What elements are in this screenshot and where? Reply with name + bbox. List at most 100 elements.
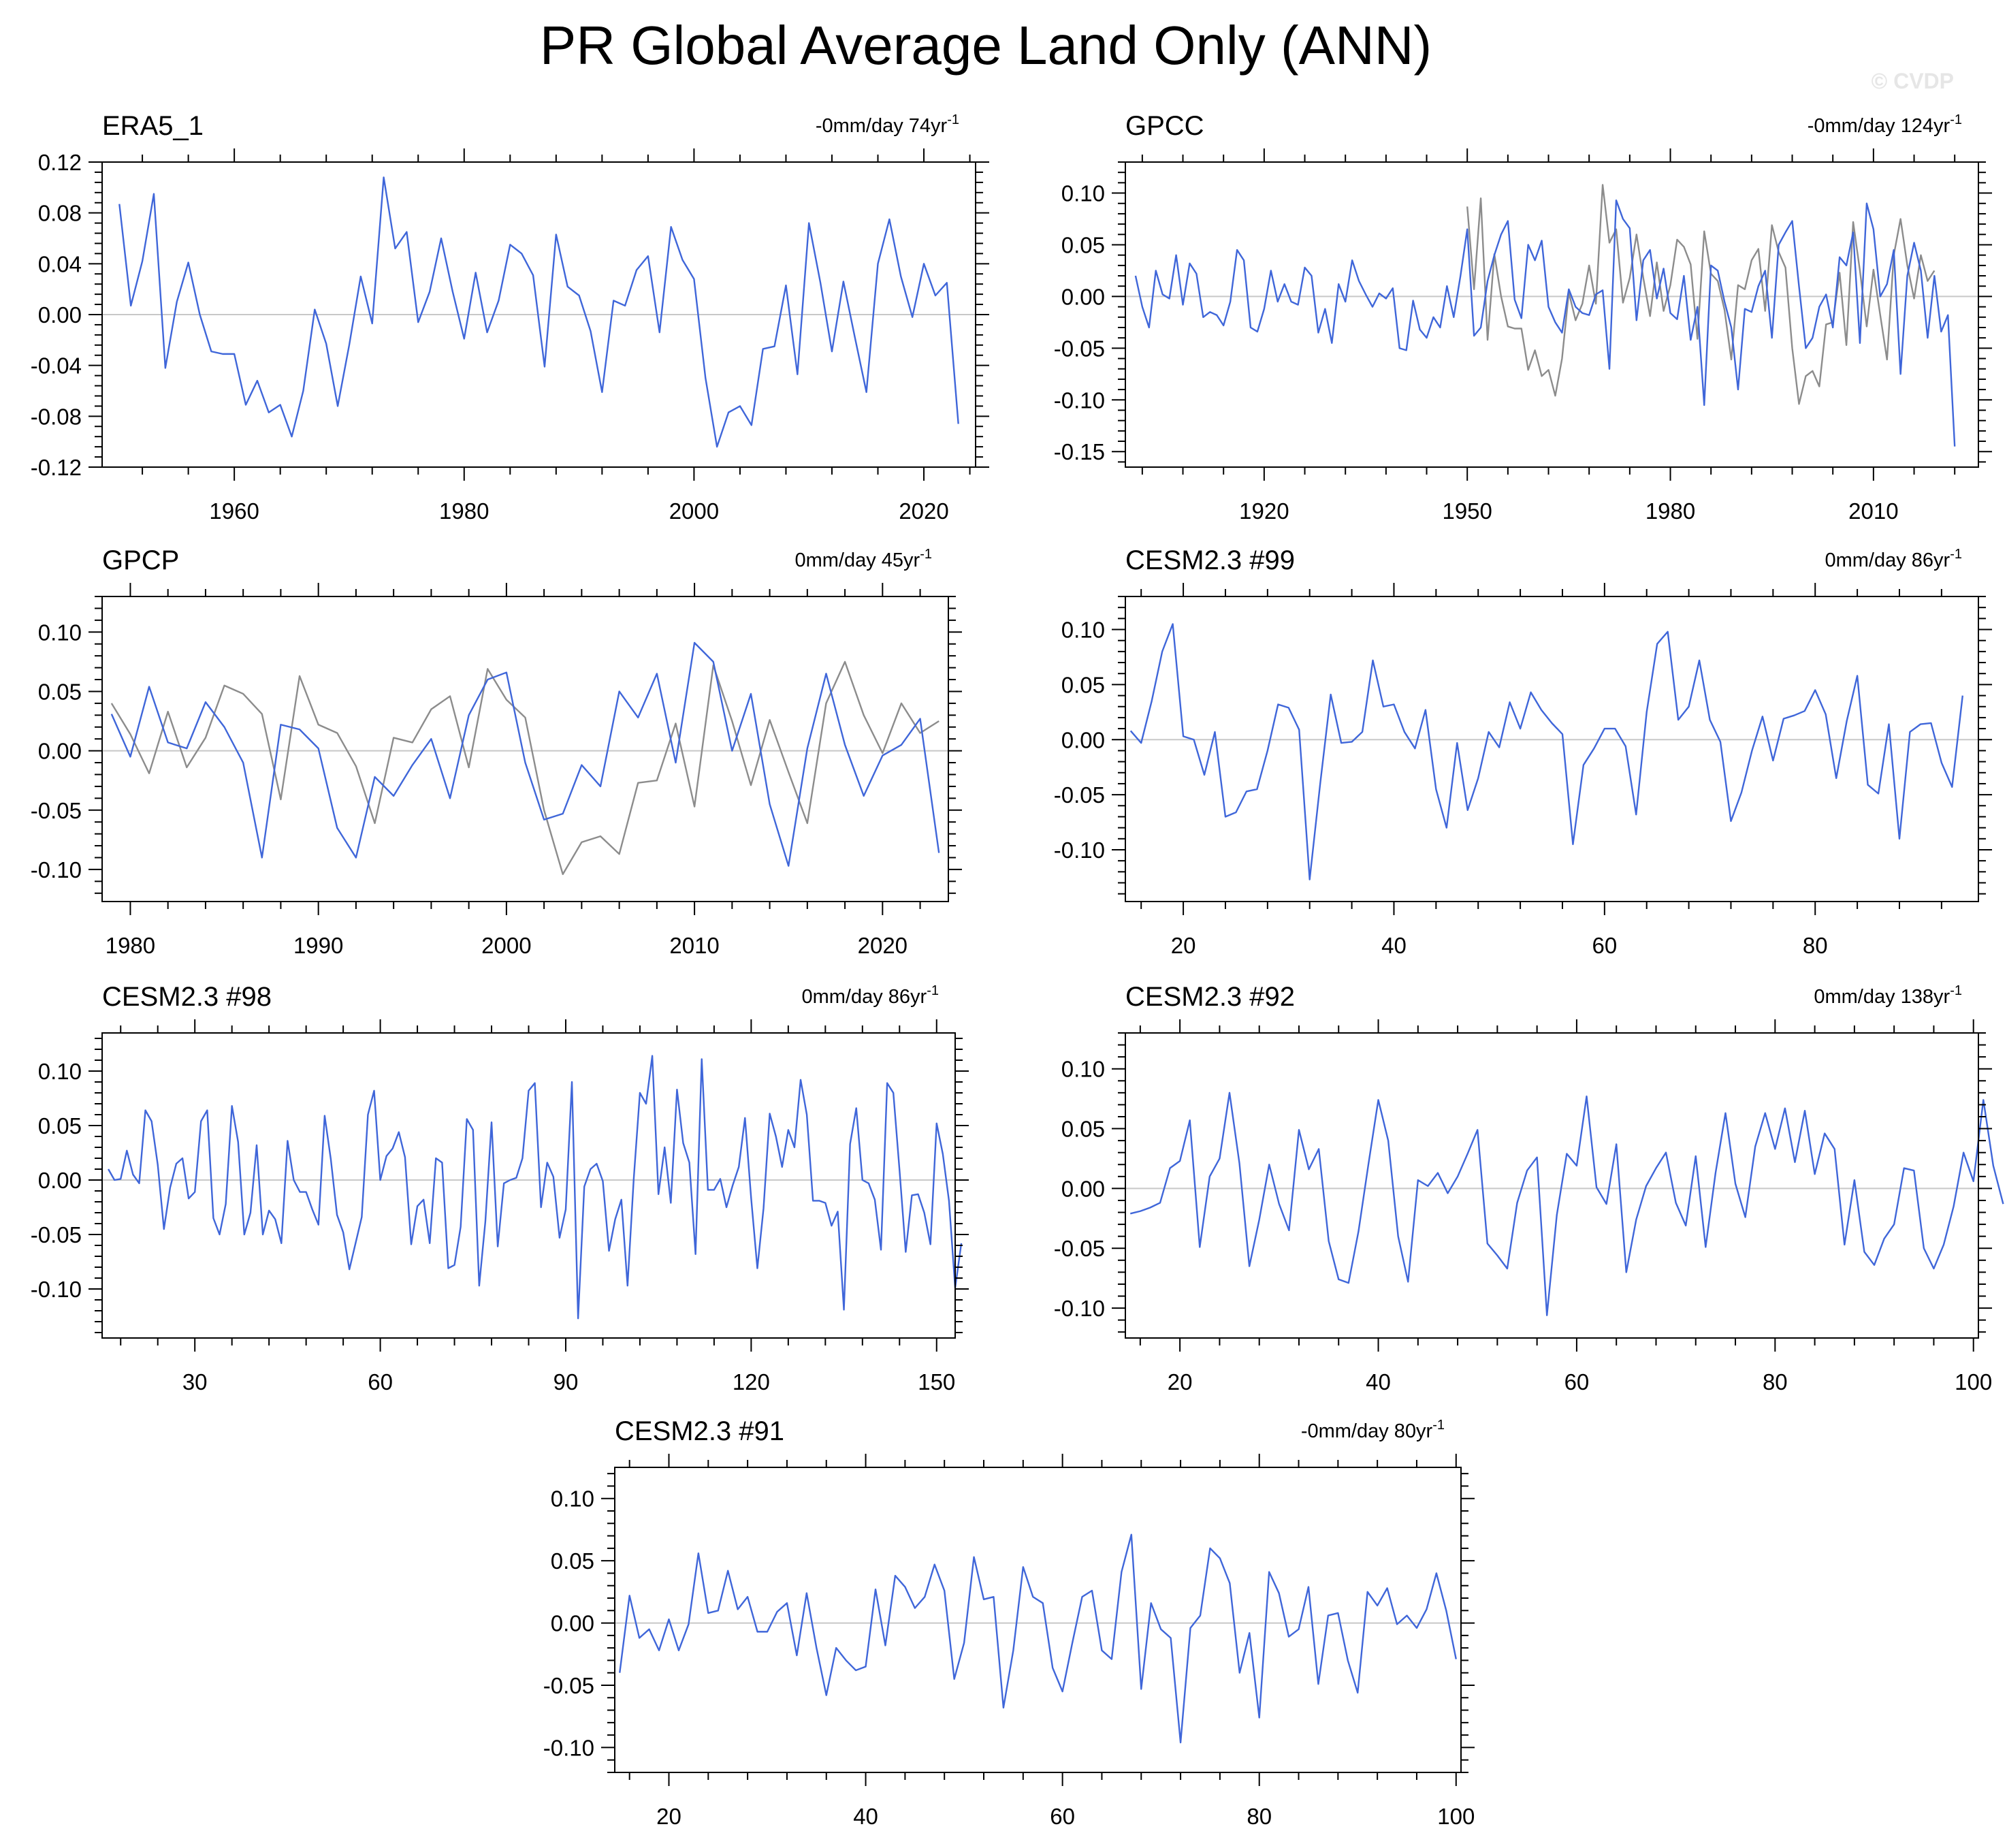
y-tick-label: -0.04 [31, 353, 82, 379]
x-tick-label: 30 [182, 1369, 208, 1395]
x-tick-label: 2000 [669, 498, 719, 524]
y-tick-label: 0.04 [38, 251, 82, 276]
primary-series-line [1129, 1092, 2004, 1316]
trend-label: -0mm/day 80yr-1 [1301, 1418, 1445, 1442]
x-tick-label: 1980 [106, 933, 155, 958]
panel-7: CESM2.3 #91 -0mm/day 80yr-1 20 40 60 80 100 -0.… [543, 1416, 1475, 1829]
x-tick-label: 2020 [899, 498, 948, 524]
y-tick-label: 0.05 [1061, 1117, 1105, 1142]
trend-label-superscript: -1 [1950, 983, 1962, 998]
secondary-series-line [1466, 184, 1936, 405]
primary-series-line [619, 1533, 1457, 1744]
x-tick-label: 80 [1803, 933, 1828, 958]
figure-title: PR Global Average Land Only (ANN) [540, 15, 1432, 76]
cvdp-watermark: © CVDP [1872, 69, 1954, 93]
trend-label-superscript: -1 [1950, 112, 1962, 127]
x-tick-label: 60 [1564, 1369, 1590, 1395]
trend-label: 0mm/day 86yr-1 [1825, 547, 1962, 571]
y-tick-label: 0.00 [38, 1168, 82, 1193]
primary-series-line [108, 1055, 963, 1320]
y-tick-label: 0.05 [551, 1548, 594, 1574]
primary-series-line [110, 641, 940, 867]
y-tick-label: 0.00 [551, 1611, 594, 1636]
trend-label-superscript: -1 [947, 112, 959, 127]
y-tick-label: -0.10 [1054, 1296, 1105, 1321]
y-tick-label: 0.05 [38, 1113, 82, 1138]
x-tick-label: 2010 [669, 933, 719, 958]
y-tick-label: -0.10 [31, 1277, 82, 1302]
plot-frame [101, 1032, 956, 1339]
x-tick-label: 2010 [1848, 498, 1898, 524]
trend-label-superscript: -1 [1950, 547, 1962, 562]
y-tick-label: 0.05 [38, 679, 82, 704]
y-tick-label: 0.05 [1061, 672, 1105, 697]
trend-label-text: -0mm/day 74yr [816, 115, 948, 137]
y-tick-label: 0.10 [38, 620, 82, 645]
y-tick-label: 0.00 [1061, 1176, 1105, 1201]
y-tick-label: -0.15 [1054, 439, 1105, 464]
x-tick-label: 100 [1955, 1369, 1992, 1395]
x-tick-label: 1960 [209, 498, 259, 524]
x-tick-label: 60 [368, 1369, 393, 1395]
y-tick-label: -0.10 [1054, 838, 1105, 863]
x-tick-label: 1980 [439, 498, 489, 524]
panel-title: CESM2.3 #99 [1125, 545, 1295, 575]
x-tick-label: 150 [918, 1369, 955, 1395]
panel-title: GPCP [102, 545, 179, 575]
trend-label: -0mm/day 74yr-1 [816, 112, 959, 137]
x-tick-label: 20 [656, 1804, 681, 1829]
x-tick-label: 1950 [1442, 498, 1492, 524]
trend-label: -0mm/day 124yr-1 [1808, 112, 1962, 137]
trend-label-text: 0mm/day 86yr [1825, 549, 1950, 571]
y-tick-label: 0.10 [38, 1059, 82, 1084]
x-tick-label: 80 [1763, 1369, 1788, 1395]
panel-title: GPCC [1125, 111, 1204, 141]
x-tick-label: 1920 [1239, 498, 1289, 524]
trend-label-text: -0mm/day 80yr [1301, 1420, 1433, 1442]
y-tick-label: -0.05 [31, 1222, 82, 1247]
y-tick-label: 0.00 [38, 302, 82, 328]
x-tick-label: 40 [853, 1804, 878, 1829]
panel-3: GPCP 0mm/day 45yr-1 1980 1990 2000 2010 2020 -0… [31, 545, 962, 958]
x-tick-label: 40 [1381, 933, 1407, 958]
y-tick-label: 0.10 [1061, 1057, 1105, 1082]
y-tick-label: 0.10 [551, 1486, 594, 1512]
trend-label-superscript: -1 [920, 547, 932, 562]
y-tick-label: -0.05 [543, 1673, 594, 1698]
x-tick-label: 100 [1437, 1804, 1475, 1829]
panel-4: CESM2.3 #99 0mm/day 86yr-1 20 40 60 80 -0.10 -0… [1054, 545, 1992, 958]
y-tick-label: 0.00 [1061, 727, 1105, 752]
x-tick-label: 20 [1171, 933, 1196, 958]
trend-label-superscript: -1 [1432, 1418, 1445, 1433]
y-tick-label: 0.12 [38, 150, 82, 175]
primary-series-line [118, 176, 959, 448]
y-tick-label: 0.08 [38, 201, 82, 226]
plot-frame [1125, 596, 1979, 902]
panel-1: ERA5_1 -0mm/day 74yr-1 1960 1980 2000 2020 -0.… [31, 111, 989, 524]
y-tick-label: -0.05 [31, 798, 82, 823]
x-tick-label: 120 [733, 1369, 770, 1395]
primary-series-line [1129, 623, 1963, 880]
trend-label-text: 0mm/day 86yr [801, 986, 927, 1008]
y-tick-label: 0.00 [1061, 284, 1105, 309]
plot-frame [1125, 161, 1979, 468]
trend-label-text: 0mm/day 45yr [794, 549, 920, 571]
panel-title: CESM2.3 #92 [1125, 982, 1295, 1012]
primary-series-line [1134, 199, 1956, 447]
y-tick-label: -0.10 [1054, 387, 1105, 413]
y-tick-label: 0.05 [1061, 232, 1105, 257]
x-tick-label: 20 [1168, 1369, 1193, 1395]
x-tick-label: 60 [1592, 933, 1617, 958]
x-tick-label: 2000 [481, 933, 531, 958]
panel-2: GPCC -0mm/day 124yr-1 1920 1950 1980 2010 -0.1… [1054, 111, 1992, 524]
x-tick-label: 40 [1366, 1369, 1391, 1395]
panel-5: CESM2.3 #98 0mm/day 86yr-1 30 60 90 120 150 -0.… [31, 982, 969, 1395]
trend-label: 0mm/day 45yr-1 [794, 547, 932, 571]
y-tick-label: -0.10 [31, 857, 82, 882]
x-tick-label: 2020 [858, 933, 908, 958]
panel-title: ERA5_1 [102, 111, 204, 141]
x-tick-label: 60 [1050, 1804, 1075, 1829]
y-tick-label: -0.10 [543, 1735, 594, 1760]
